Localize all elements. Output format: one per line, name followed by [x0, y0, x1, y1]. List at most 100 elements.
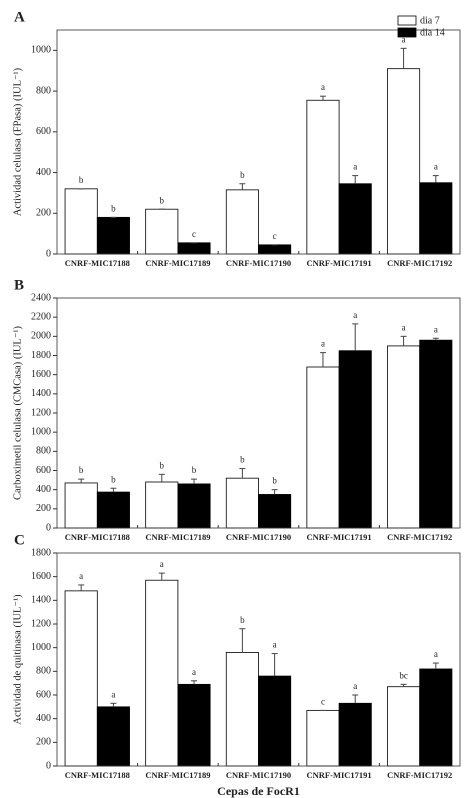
significance-letter: a — [402, 322, 406, 332]
x-tick-label: CNRF-MIC17189 — [145, 532, 210, 542]
panel-label: B — [14, 277, 24, 293]
y-tick-label: 0 — [46, 248, 51, 259]
significance-letter: b — [111, 474, 116, 484]
significance-letter: a — [321, 82, 325, 92]
significance-letter: a — [434, 324, 438, 334]
significance-letter: a — [79, 571, 83, 581]
y-tick-label: 200 — [36, 208, 51, 219]
y-tick-label: 1400 — [31, 388, 51, 399]
x-tick-label: CNRF-MIC17192 — [387, 258, 452, 268]
y-tick-label: 2400 — [31, 292, 51, 303]
x-tick-label: CNRF-MIC17188 — [65, 770, 130, 780]
y-tick-label: 200 — [36, 503, 51, 514]
significance-letter: a — [434, 162, 438, 172]
bar — [225, 189, 259, 255]
y-tick-label: 200 — [36, 737, 51, 748]
x-tick-label: CNRF-MIC17188 — [65, 258, 130, 268]
bar — [177, 242, 211, 255]
y-tick-label: 400 — [36, 484, 51, 495]
plot-frame — [56, 552, 461, 767]
bar — [306, 99, 340, 255]
significance-letter: b — [111, 203, 116, 213]
y-tick-label: 1000 — [31, 45, 51, 56]
significance-letter: c — [273, 231, 277, 241]
y-tick-label: 2200 — [31, 311, 51, 322]
bar — [258, 675, 292, 767]
plot-frame — [56, 297, 461, 529]
y-tick-label: 1600 — [31, 369, 51, 380]
x-tick-label: CNRF-MIC17191 — [307, 770, 372, 780]
y-tick-label: 600 — [36, 465, 51, 476]
x-tick-label: CNRF-MIC17188 — [65, 532, 130, 542]
bar — [387, 686, 421, 767]
x-tick-label: CNRF-MIC17190 — [226, 532, 291, 542]
bar — [258, 494, 292, 529]
bar — [258, 244, 292, 255]
y-tick-label: 800 — [36, 85, 51, 96]
significance-letter: b — [240, 455, 245, 465]
bar — [145, 208, 179, 255]
bar — [64, 482, 98, 529]
y-tick-label: 1200 — [31, 618, 51, 629]
y-tick-label: 1800 — [31, 350, 51, 361]
bar — [177, 683, 211, 767]
bar — [338, 183, 372, 255]
significance-letter: b — [160, 460, 165, 470]
x-tick-label: CNRF-MIC17191 — [307, 532, 372, 542]
legend-label: dia 7 — [420, 15, 440, 26]
legend-swatch — [397, 15, 417, 26]
y-tick-label: 600 — [36, 126, 51, 137]
x-tick-label: CNRF-MIC17191 — [307, 258, 372, 268]
significance-letter: c — [321, 696, 325, 706]
y-tick-label: 800 — [36, 446, 51, 457]
significance-letter: a — [353, 310, 357, 320]
significance-letter: b — [160, 195, 165, 205]
bar — [419, 668, 453, 767]
significance-letter: a — [434, 649, 438, 659]
bar — [338, 702, 372, 767]
significance-letter: a — [321, 339, 325, 349]
y-tick-label: 800 — [36, 666, 51, 677]
bar — [96, 706, 130, 767]
significance-letter: b — [79, 175, 84, 185]
y-tick-label: 1000 — [31, 426, 51, 437]
y-tick-label: 400 — [36, 713, 51, 724]
bar — [419, 339, 453, 529]
legend-swatch — [397, 27, 417, 38]
significance-letter: bc — [399, 670, 408, 680]
x-tick-label: CNRF-MIC17189 — [145, 258, 210, 268]
significance-letter: b — [192, 465, 197, 475]
significance-letter: a — [353, 162, 357, 172]
y-tick-label: 0 — [46, 522, 51, 533]
bar — [387, 345, 421, 529]
y-tick-label: 0 — [46, 760, 51, 771]
x-tick-label: CNRF-MIC17190 — [226, 258, 291, 268]
x-tick-label: CNRF-MIC17190 — [226, 770, 291, 780]
bar — [96, 216, 130, 255]
y-tick-label: 400 — [36, 167, 51, 178]
significance-letter: a — [402, 34, 406, 44]
bar — [306, 709, 340, 767]
panel-label: C — [14, 532, 25, 548]
significance-letter: a — [353, 681, 357, 691]
bar — [177, 483, 211, 529]
y-axis-label: Carboximetil celulasa (CMCasa) (IUL⁻¹) — [12, 325, 23, 500]
significance-letter: b — [240, 170, 245, 180]
bar — [225, 477, 259, 529]
y-tick-label: 1600 — [31, 571, 51, 582]
x-tick-label: CNRF-MIC17192 — [387, 770, 452, 780]
panel-label: A — [14, 9, 25, 25]
bar — [225, 652, 259, 767]
significance-letter: b — [272, 476, 277, 486]
significance-letter: a — [111, 689, 115, 699]
y-tick-label: 1800 — [31, 547, 51, 558]
bar — [387, 68, 421, 255]
significance-letter: a — [273, 640, 277, 650]
significance-letter: b — [79, 465, 84, 475]
y-axis-label: Actividad celulasa (FPasa) (IUL⁻¹) — [12, 67, 23, 216]
significance-letter: c — [192, 229, 196, 239]
bar — [145, 481, 179, 529]
bar — [145, 579, 179, 767]
bar — [64, 590, 98, 767]
